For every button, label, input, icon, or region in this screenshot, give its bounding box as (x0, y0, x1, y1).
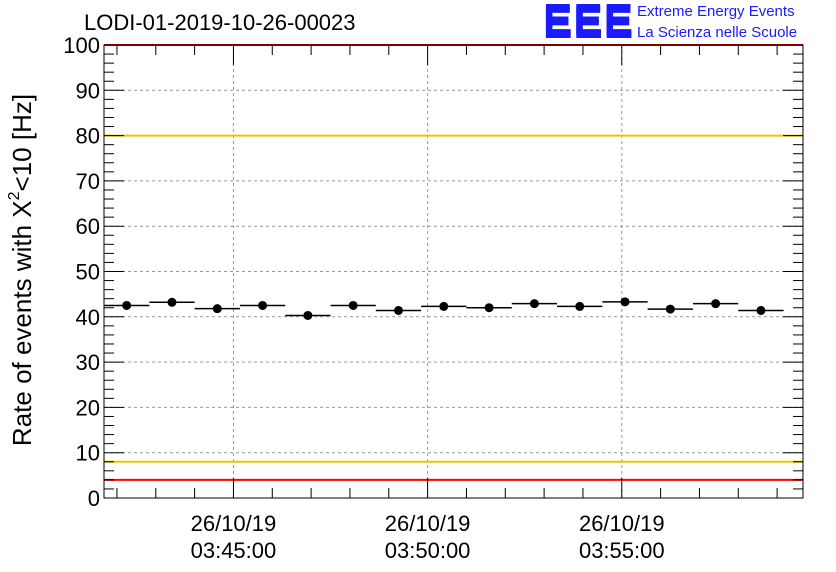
data-point (484, 303, 494, 313)
y-tick-label: 50 (76, 260, 100, 285)
data-point (348, 300, 358, 310)
grid-layer (104, 45, 803, 498)
logo-line-1: Extreme Energy Events (637, 3, 795, 20)
eee-logo: EEE Extreme Energy Events La Scienza nel… (543, 0, 833, 46)
data-point (439, 301, 449, 311)
y-tick-label: 70 (76, 169, 100, 194)
data-point (665, 304, 675, 314)
data-point (575, 301, 585, 311)
y-tick-label: 0 (88, 486, 100, 511)
y-axis-label-sup: 2 (6, 191, 23, 201)
data-point (711, 299, 721, 309)
x-tick-label-time: 03:55:00 (579, 538, 665, 563)
logo-mark: EEE (543, 0, 635, 46)
y-tick-label: 90 (76, 78, 100, 103)
x-tick-label-time: 03:45:00 (191, 538, 277, 563)
x-tick-label-date: 26/10/19 (385, 511, 471, 536)
y-tick-label: 100 (63, 33, 100, 58)
x-tick-label-time: 03:50:00 (385, 538, 471, 563)
x-tick-label-date: 26/10/19 (191, 511, 277, 536)
x-tick-label-date: 26/10/19 (579, 511, 665, 536)
data-point (393, 305, 403, 315)
y-tick-label: 20 (76, 395, 100, 420)
y-tick-label: 30 (76, 350, 100, 375)
data-point (122, 300, 132, 310)
y-axis-label-suffix: <10 [Hz] (7, 93, 37, 192)
y-tick-label: 40 (76, 305, 100, 330)
y-axis-label-prefix: Rate of events with X (7, 200, 37, 447)
y-tick-label: 80 (76, 124, 100, 149)
data-point (756, 305, 766, 315)
data-point (529, 299, 539, 309)
data-point (258, 300, 268, 310)
y-tick-label: 60 (76, 214, 100, 239)
y-axis-label: Rate of events with X2<10 [Hz] (6, 94, 38, 446)
chart-title: LODI-01-2019-10-26-00023 (84, 10, 356, 35)
data-point (212, 304, 222, 314)
reference-lines (104, 44, 803, 481)
data-point (303, 310, 313, 320)
logo-line-2: La Scienza nelle Scuole (637, 24, 798, 41)
data-point (620, 297, 630, 307)
data-point (167, 297, 177, 307)
data-points (104, 297, 784, 320)
axes: 010203040506070809010026/10/1903:45:0026… (63, 33, 804, 563)
y-tick-label: 10 (76, 441, 100, 466)
